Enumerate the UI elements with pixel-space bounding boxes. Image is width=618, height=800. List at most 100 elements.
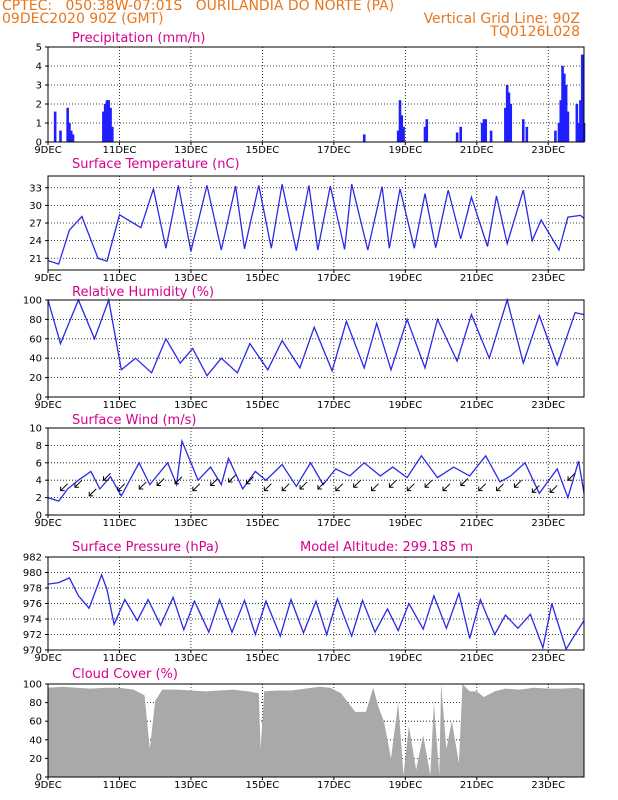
precip-bar <box>103 104 107 142</box>
y-tick-label: 974 <box>23 615 42 626</box>
cloud-cover-area <box>48 684 584 777</box>
panel-frame <box>47 299 585 398</box>
precip-bar <box>71 134 75 142</box>
wind-arrow-shaft <box>138 481 147 490</box>
wind-arrow-head <box>388 483 394 488</box>
x-tick-label: 9DEC <box>34 273 61 284</box>
x-tick-label: 15DEC <box>246 653 280 664</box>
wind-arrow-head <box>371 486 376 492</box>
wind-arrow-head <box>210 481 215 486</box>
x-tick-label: 13DEC <box>174 273 208 284</box>
wind-arrow-shaft <box>228 474 236 483</box>
wind-arrow-head <box>353 483 358 488</box>
y-tick-label: 60 <box>29 717 42 728</box>
panel-title: Surface Wind (m/s) <box>72 413 196 428</box>
y-tick-label: 60 <box>29 334 42 345</box>
wind-arrow-shaft <box>406 483 415 492</box>
x-tick-label: 17DEC <box>317 145 351 156</box>
wind-arrow-head <box>263 486 269 492</box>
x-tick-label: 21DEC <box>460 518 494 529</box>
wind-arrow-head <box>406 486 412 492</box>
wind-arrow-head <box>299 484 305 490</box>
x-tick-label: 13DEC <box>174 400 208 411</box>
precip-bar <box>398 100 402 142</box>
wind-arrow-head <box>156 481 162 486</box>
y-tick-label: 80 <box>29 315 42 326</box>
x-tick-label: 13DEC <box>174 653 208 664</box>
panel-title: Cloud Cover (%) <box>72 667 178 682</box>
x-tick-label: 13DEC <box>174 145 208 156</box>
precip-bar <box>563 73 566 142</box>
wind-arrow-head <box>567 476 573 481</box>
x-tick-label: 21DEC <box>460 653 494 664</box>
x-tick-label: 9DEC <box>34 653 61 664</box>
panel-title: Relative Humidity (%) <box>72 285 214 300</box>
x-tick-label: 21DEC <box>460 273 494 284</box>
precip-bar <box>505 85 509 142</box>
y-tick-label: 80 <box>29 698 42 709</box>
y-tick-label: 100 <box>23 296 42 307</box>
x-tick-label: 11DEC <box>103 518 137 529</box>
precip-bar <box>566 111 570 142</box>
wind-arrow-shaft <box>353 479 362 488</box>
wind-arrow-shaft <box>299 481 308 490</box>
precip-bar <box>111 126 114 142</box>
series-line <box>47 572 585 651</box>
y-tick-label: 3 <box>36 81 42 92</box>
x-tick-label: 19DEC <box>388 518 422 529</box>
wind-arrow-head <box>531 488 537 493</box>
wind-arrow-shaft <box>531 485 540 493</box>
x-tick-label: 17DEC <box>317 780 351 791</box>
precip-bar <box>402 126 405 142</box>
wind-arrow-head <box>245 479 251 485</box>
wind-arrow-shaft <box>246 476 254 485</box>
wind-arrow-shaft <box>103 472 111 481</box>
x-tick-label: 11DEC <box>103 780 137 791</box>
y-tick-label: 5 <box>36 43 42 54</box>
precip-bar <box>400 115 404 142</box>
y-tick-label: 10 <box>29 424 42 435</box>
x-tick-label: 17DEC <box>317 400 351 411</box>
y-tick-label: 40 <box>29 354 42 365</box>
precip-bar <box>579 100 582 142</box>
y-tick-label: 4 <box>36 62 42 73</box>
x-tick-label: 11DEC <box>103 273 137 284</box>
precip-bar <box>68 123 71 142</box>
y-tick-label: 0 <box>36 773 42 784</box>
x-tick-label: 19DEC <box>388 400 422 411</box>
wind-arrow-shaft <box>317 481 326 490</box>
y-tick-label: 33 <box>29 183 42 194</box>
series-line <box>47 184 585 265</box>
precip-bar <box>53 111 57 142</box>
x-tick-label: 13DEC <box>174 780 208 791</box>
y-tick-label: 1 <box>36 119 42 130</box>
y-tick-label: 2 <box>36 493 42 504</box>
precip-bar <box>482 119 486 142</box>
panel-frame <box>47 427 585 516</box>
x-tick-label: 23DEC <box>531 273 565 284</box>
precip-bar <box>102 111 105 142</box>
x-tick-label: 23DEC <box>531 653 565 664</box>
x-tick-label: 17DEC <box>317 273 351 284</box>
wind-arrow-head <box>513 483 519 488</box>
precip-bar <box>396 130 400 142</box>
header-grid-line: Vertical Grid Line: 90Z <box>423 11 580 27</box>
panel-title: Precipitation (mm/h) <box>72 31 205 46</box>
y-tick-label: 4 <box>36 476 42 487</box>
wind-arrow-shaft <box>424 479 433 488</box>
wind-arrow-shaft <box>74 479 83 488</box>
y-tick-label: 2 <box>36 100 42 111</box>
precip-bar <box>504 107 507 142</box>
x-tick-label: 15DEC <box>246 780 280 791</box>
wind-arrow-shaft <box>281 483 290 492</box>
x-tick-label: 15DEC <box>246 273 280 284</box>
wind-arrow-shaft <box>514 479 522 488</box>
wind-arrow-shaft <box>478 483 487 492</box>
x-tick-label: 15DEC <box>246 518 280 529</box>
y-tick-label: 0 <box>36 511 42 522</box>
precip-bar <box>425 119 429 142</box>
wind-arrow-shaft <box>156 478 165 486</box>
wind-arrow-head <box>317 484 322 490</box>
wind-arrow-head <box>549 488 555 493</box>
